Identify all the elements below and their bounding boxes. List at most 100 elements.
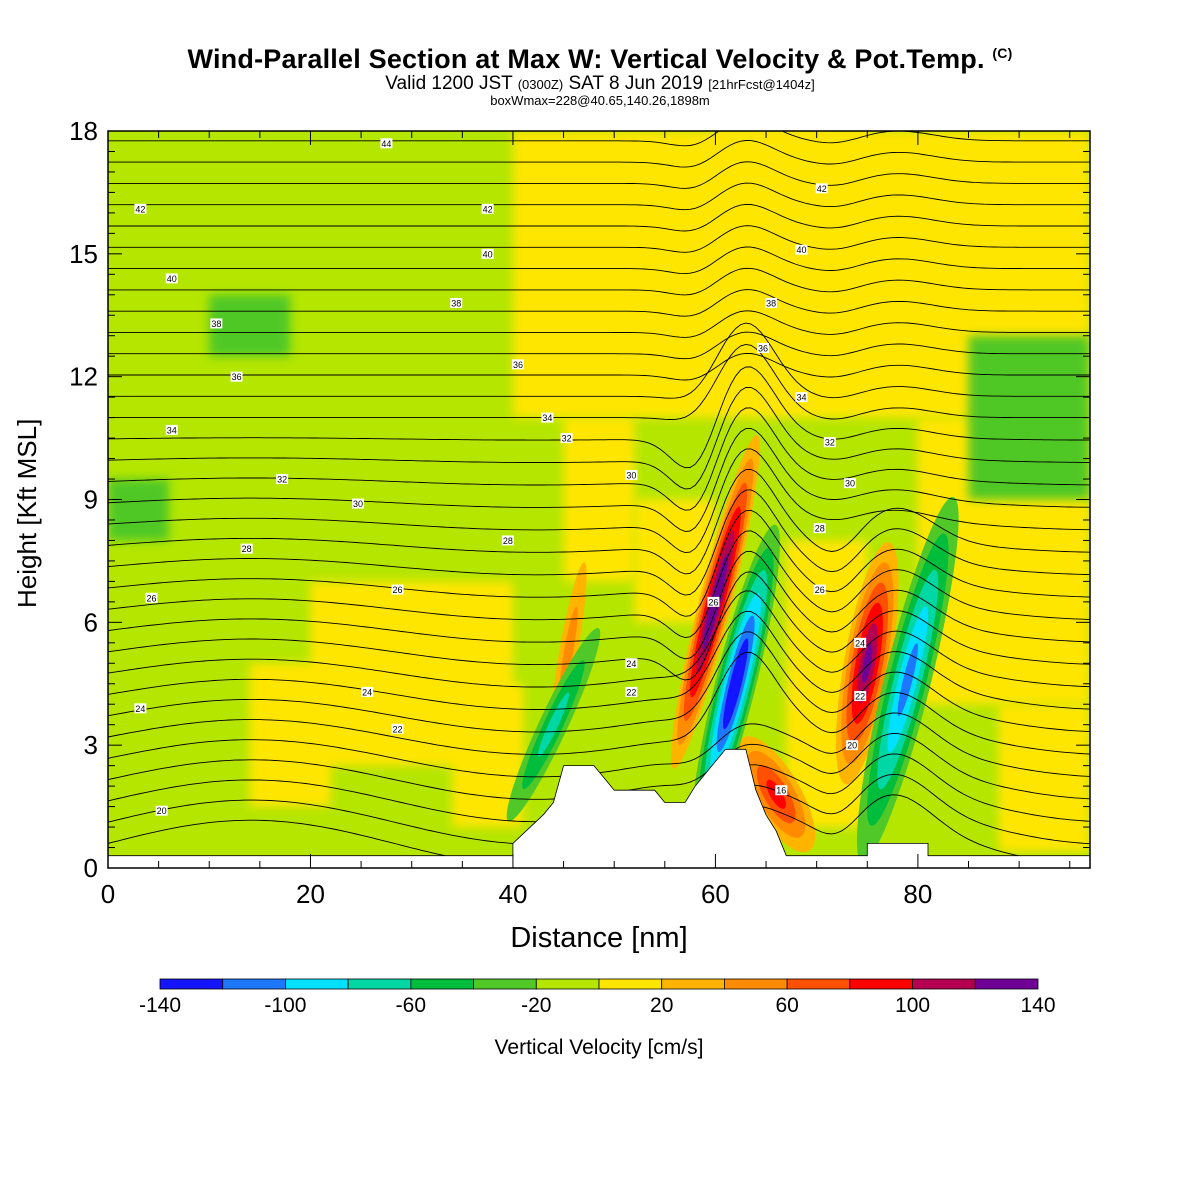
- theta-label-text: 32: [825, 438, 835, 448]
- theta-contour-line: [108, 407, 1090, 511]
- theta-contour-line: [108, 386, 1090, 490]
- theta-label-text: 26: [815, 585, 825, 595]
- theta-label-text: 40: [167, 274, 177, 284]
- theta-contour-line: [108, 468, 1090, 575]
- theta-label-bg: [846, 740, 859, 751]
- y-axis-label: Height [Kft MSL]: [12, 418, 42, 608]
- theta-label-text: 40: [483, 249, 493, 259]
- theta-label-text: 36: [232, 372, 242, 382]
- x-tick-label: 60: [701, 879, 730, 909]
- theta-contour-line: [108, 161, 1090, 189]
- theta-label-text: 22: [626, 687, 636, 697]
- theta-label: 36: [230, 371, 243, 382]
- colorbar-swatch: [159, 978, 224, 990]
- theta-label-bg: [813, 584, 826, 595]
- theta-label: 16: [775, 785, 788, 796]
- theta-label-bg: [380, 138, 393, 149]
- theta-label-bg: [481, 203, 494, 214]
- theta-label: 26: [391, 584, 404, 595]
- theta-label-text: 38: [211, 319, 221, 329]
- theta-contour-line: [108, 331, 1090, 360]
- theta-label-text: 38: [451, 298, 461, 308]
- theta-label-text: 28: [242, 544, 252, 554]
- theta-label: 34: [165, 424, 178, 435]
- chart-subtitle-box: boxWmax=228@40.65,140.26,1898m: [490, 93, 710, 108]
- colorbar-swatch: [222, 978, 286, 990]
- theta-label-bg: [210, 318, 223, 329]
- theta-label: 38: [210, 318, 223, 329]
- theta-label-text: 42: [483, 204, 493, 214]
- terrain: [107, 748, 1091, 869]
- theta-contours: [108, 131, 1090, 868]
- theta-label: 26: [813, 584, 826, 595]
- x-tick-label: 20: [296, 879, 325, 909]
- theta-label-bg: [352, 498, 365, 509]
- theta-label-text: 16: [776, 786, 786, 796]
- theta-label-text: 28: [503, 536, 513, 546]
- theta-label-bg: [134, 203, 147, 214]
- theta-label-text: 26: [708, 597, 718, 607]
- terrain-profile: [107, 748, 1091, 869]
- colorbar-swatch: [285, 978, 349, 990]
- theta-label-bg: [775, 785, 788, 796]
- contour-labels: 44 42 42 42 40 40 40 38 38 38 36 36 36 34 34 34 32 32 32 30…: [134, 138, 867, 816]
- colorbar-swatch: [661, 978, 725, 990]
- theta-label-bg: [391, 723, 404, 734]
- theta-label: 32: [276, 474, 289, 485]
- theta-label: 28: [501, 535, 514, 546]
- theta-label-text: 24: [362, 687, 372, 697]
- colorbar-swatch: [912, 978, 976, 990]
- colorbar-swatch: [849, 978, 913, 990]
- theta-label-bg: [854, 691, 867, 702]
- colorbar-tick-label: 140: [1020, 994, 1055, 1017]
- theta-label: 30: [844, 478, 857, 489]
- theta-label-text: 26: [393, 585, 403, 595]
- theta-label-text: 24: [855, 638, 865, 648]
- colorbar-swatch: [347, 978, 412, 990]
- theta-contour-line: [108, 343, 1090, 420]
- theta-label: 20: [846, 740, 859, 751]
- colorbar-swatch: [473, 978, 537, 990]
- theta-label-text: 36: [758, 344, 768, 354]
- x-tick-label: 40: [498, 879, 527, 909]
- theta-contour-line: [108, 590, 1090, 688]
- theta-label-bg: [391, 584, 404, 595]
- theta-label-text: 34: [167, 425, 177, 435]
- theta-label: 28: [240, 543, 253, 554]
- theta-label-text: 24: [135, 704, 145, 714]
- weak-downdraft-patch: [108, 479, 169, 541]
- theta-label: 36: [757, 343, 770, 354]
- colorbar-tick-label: 100: [895, 994, 930, 1017]
- chart-title: Wind-Parallel Section at Max W: Vertical…: [187, 44, 1013, 74]
- colorbar-swatch: [535, 978, 600, 990]
- theta-label-text: 30: [626, 470, 636, 480]
- theta-label-text: 32: [562, 434, 572, 444]
- theta-label-bg: [240, 543, 253, 554]
- weak-updraft-patch: [998, 704, 1090, 852]
- colorbar-tick-label: -140: [139, 994, 181, 1017]
- theta-label-text: 26: [147, 593, 157, 603]
- x-axis-label: Distance [nm]: [510, 922, 688, 954]
- theta-label: 42: [134, 203, 147, 214]
- theta-label-text: 34: [542, 413, 552, 423]
- theta-label-bg: [361, 686, 374, 697]
- weak-updraft-patch: [563, 417, 635, 582]
- theta-label-text: 32: [277, 475, 287, 485]
- theta-label-text: 42: [135, 204, 145, 214]
- colorbar-tick-label: 60: [775, 994, 798, 1017]
- theta-label-text: 20: [847, 741, 857, 751]
- colorbar-swatch: [410, 978, 474, 990]
- theta-label: 32: [823, 437, 836, 448]
- y-tick-label: 3: [84, 730, 98, 760]
- theta-label: 32: [560, 433, 573, 444]
- theta-label-text: 20: [157, 806, 167, 816]
- theta-label: 22: [854, 691, 867, 702]
- y-tick-label: 12: [69, 362, 98, 392]
- theta-contour-line: [108, 427, 1090, 532]
- theta-label-bg: [276, 474, 289, 485]
- theta-contour-line: [108, 366, 1090, 469]
- theta-contour-line: [108, 310, 1090, 338]
- theta-label-bg: [230, 371, 243, 382]
- theta-contour-line: [108, 530, 1090, 639]
